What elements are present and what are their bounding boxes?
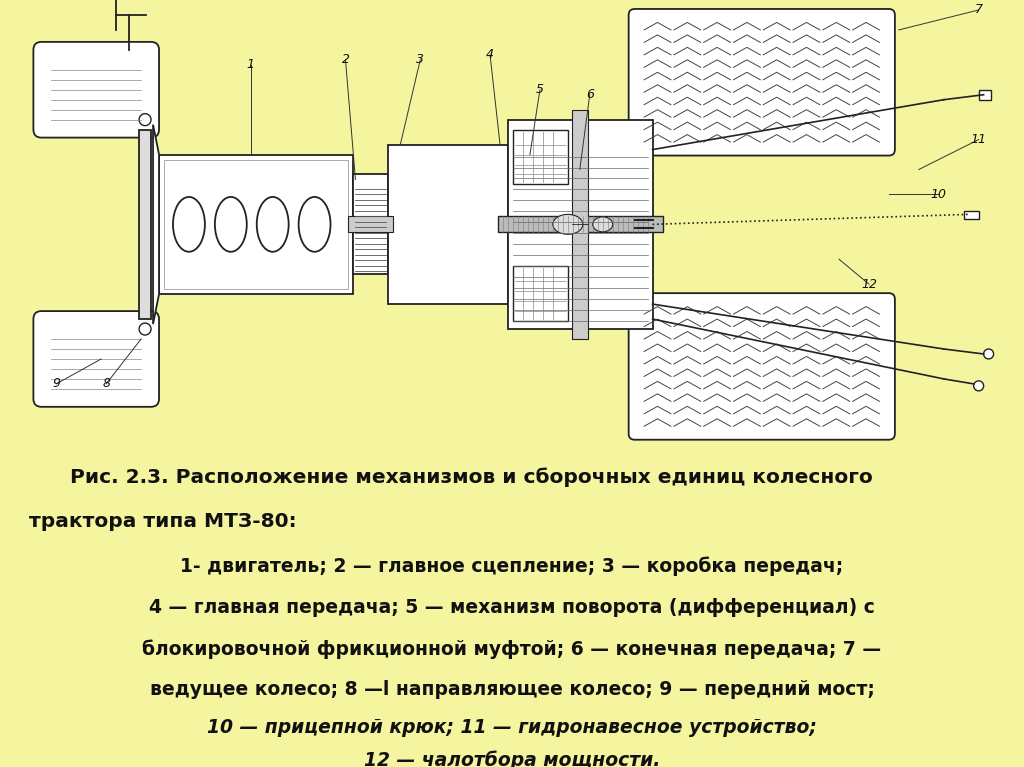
- Bar: [964, 212, 979, 219]
- Text: 9: 9: [52, 377, 60, 390]
- Ellipse shape: [299, 197, 331, 252]
- Text: 10: 10: [931, 188, 947, 201]
- Text: 3: 3: [417, 54, 424, 66]
- Polygon shape: [153, 125, 159, 324]
- Text: 8: 8: [102, 377, 111, 390]
- Bar: [388, 145, 508, 304]
- Text: 6: 6: [586, 88, 594, 101]
- Text: 11: 11: [971, 133, 987, 146]
- Bar: [979, 90, 990, 100]
- Circle shape: [984, 349, 993, 359]
- Ellipse shape: [173, 197, 205, 252]
- FancyBboxPatch shape: [629, 293, 895, 439]
- Bar: [513, 266, 568, 321]
- FancyBboxPatch shape: [34, 42, 159, 137]
- Text: блокировочной фрикционной муфтой; 6 — конечная передача; 7 —: блокировочной фрикционной муфтой; 6 — ко…: [142, 640, 882, 659]
- Bar: [139, 130, 152, 319]
- FancyBboxPatch shape: [34, 311, 159, 407]
- Text: Рис. 2.3. Расположение механизмов и сборочных единиц колесного: Рис. 2.3. Расположение механизмов и сбор…: [56, 468, 873, 487]
- Text: 1: 1: [247, 58, 255, 71]
- Bar: [164, 160, 348, 289]
- Text: 4: 4: [486, 48, 494, 61]
- FancyBboxPatch shape: [629, 9, 895, 156]
- Text: 1- двигатель; 2 — главное сцепление; 3 — коробка передач;: 1- двигатель; 2 — главное сцепление; 3 —…: [180, 557, 844, 576]
- Text: 4 — главная передача; 5 — механизм поворота (дифференциал) с: 4 — главная передача; 5 — механизм повор…: [150, 598, 874, 617]
- Ellipse shape: [257, 197, 289, 252]
- Circle shape: [974, 381, 984, 391]
- Text: 5: 5: [536, 84, 544, 96]
- Ellipse shape: [553, 214, 583, 235]
- Ellipse shape: [215, 197, 247, 252]
- Circle shape: [139, 323, 152, 335]
- Bar: [159, 155, 353, 295]
- Text: 10 — прицепной крюк; 11 — гидронавесное устройство;: 10 — прицепной крюк; 11 — гидронавесное …: [207, 718, 817, 737]
- Bar: [353, 174, 388, 275]
- Bar: [571, 110, 588, 339]
- Bar: [513, 130, 568, 185]
- Circle shape: [139, 114, 152, 126]
- Text: трактора типа МТЗ-80:: трактора типа МТЗ-80:: [29, 512, 296, 532]
- Bar: [508, 120, 652, 329]
- Text: 2: 2: [341, 54, 349, 66]
- Text: 12 — чалотбора мощности.: 12 — чалотбора мощности.: [364, 751, 660, 767]
- Ellipse shape: [593, 217, 612, 232]
- Bar: [348, 216, 393, 232]
- Bar: [498, 216, 663, 232]
- Text: ведущее колесо; 8 —l направляющее колесо; 9 — передний мост;: ведущее колесо; 8 —l направляющее колесо…: [150, 680, 874, 699]
- Text: 7: 7: [975, 4, 983, 16]
- Text: 12: 12: [861, 278, 877, 291]
